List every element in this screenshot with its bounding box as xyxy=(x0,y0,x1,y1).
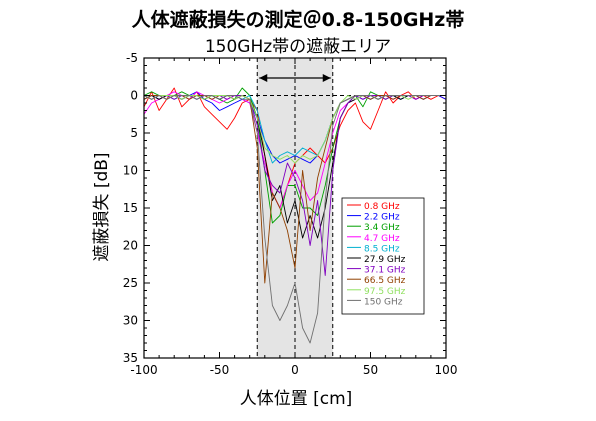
x-tick-label: 50 xyxy=(363,363,378,377)
x-tick-label: 100 xyxy=(435,363,458,377)
legend-label: 27.9 GHz xyxy=(364,255,406,265)
legend-label: 150 GHz xyxy=(364,297,403,307)
y-tick-label: 5 xyxy=(130,126,138,140)
y-tick-label: 15 xyxy=(123,201,138,215)
legend-label: 2.2 GHz xyxy=(364,213,400,223)
y-tick-label: 20 xyxy=(123,239,138,253)
y-axis-label: 遮蔽損失 [dB] xyxy=(92,152,112,261)
legend-box xyxy=(341,197,425,315)
legend-label: 8.5 GHz xyxy=(364,244,400,254)
legend-label: 66.5 GHz xyxy=(364,276,406,286)
chart-subtitle: 150GHz帯の遮蔽エリア xyxy=(205,37,391,57)
y-tick-label: 25 xyxy=(123,276,138,290)
arrow-right-head xyxy=(322,74,331,82)
x-axis-label: 人体位置 [cm] xyxy=(240,389,353,409)
legend-label: 0.8 GHz xyxy=(364,202,400,212)
y-tick-label: 30 xyxy=(123,314,138,328)
arrow-left-head xyxy=(259,74,268,82)
legend-label: 97.5 GHz xyxy=(364,287,406,297)
legend-label: 37.1 GHz xyxy=(364,266,406,276)
y-tick-label: 35 xyxy=(123,351,138,365)
y-tick-label: 10 xyxy=(123,164,138,178)
series-line-10 xyxy=(143,95,446,344)
legend-label: 4.7 GHz xyxy=(364,234,400,244)
x-tick-label: -100 xyxy=(130,363,157,377)
y-tick-label: 0 xyxy=(130,89,138,103)
x-tick-label: 0 xyxy=(291,363,299,377)
chart-title: 人体遮蔽損失の測定＠0.8-150GHz帯 xyxy=(132,8,465,31)
x-tick-label: -50 xyxy=(210,363,230,377)
legend-label: 3.4 GHz xyxy=(364,223,400,233)
series-line-8 xyxy=(143,95,446,284)
y-tick-label: -5 xyxy=(126,51,138,65)
